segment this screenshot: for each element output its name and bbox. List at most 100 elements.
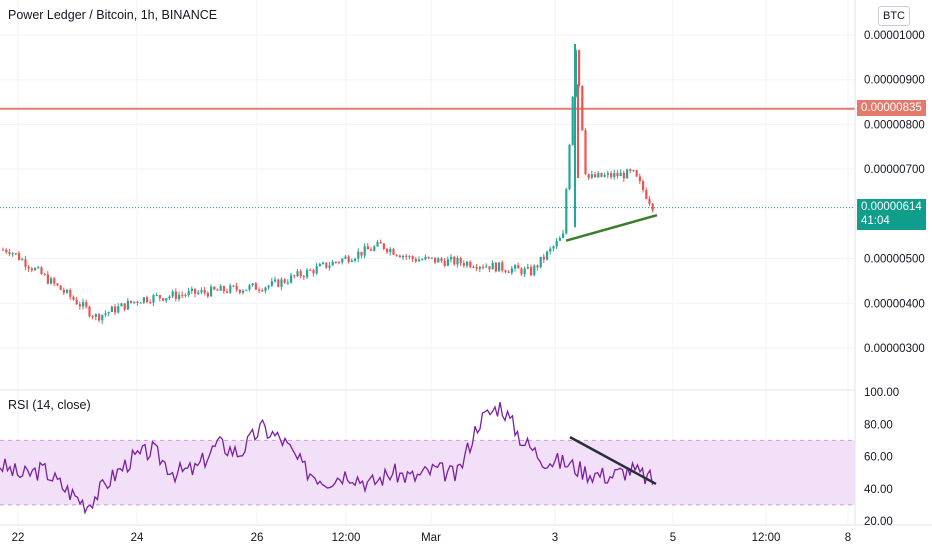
rsi-tick-label: 40.00 bbox=[864, 484, 893, 496]
candle-body bbox=[283, 279, 286, 283]
candle-body bbox=[258, 289, 261, 291]
candle-body bbox=[507, 271, 510, 273]
candle-body bbox=[299, 271, 302, 277]
candle-body bbox=[501, 262, 504, 271]
candle-body bbox=[475, 267, 478, 269]
price-axis[interactable]: 0.00001000 0.00000900 0.00000800 0.00000700… bbox=[864, 30, 925, 355]
candle-body bbox=[219, 286, 222, 291]
rsi-line bbox=[0, 402, 654, 515]
candle-body bbox=[453, 256, 456, 265]
candle-body bbox=[555, 240, 558, 247]
candle-body bbox=[302, 276, 305, 278]
candle-body bbox=[232, 285, 235, 287]
candle-body bbox=[379, 242, 382, 244]
candle-body bbox=[14, 253, 17, 255]
candle-body bbox=[498, 262, 501, 272]
candle-body bbox=[85, 302, 88, 307]
candle-body bbox=[5, 249, 8, 253]
candle-body bbox=[229, 285, 232, 293]
time-axis[interactable]: 22 24 26 12:00 Mar 3 5 12:00 8 bbox=[12, 532, 852, 544]
candle-body bbox=[158, 295, 161, 299]
candle-body bbox=[82, 302, 85, 307]
rsi-band bbox=[0, 440, 855, 505]
candle-body bbox=[510, 268, 513, 273]
time-tick-label: 12:00 bbox=[332, 532, 361, 544]
candle-body bbox=[178, 294, 181, 299]
candle-body bbox=[606, 173, 609, 175]
candle-body bbox=[139, 302, 142, 304]
candle-body bbox=[386, 248, 389, 253]
candle-body bbox=[267, 285, 270, 288]
rsi-tick-label: 100.00 bbox=[864, 387, 899, 399]
candle-body bbox=[88, 306, 91, 317]
candle-body bbox=[66, 289, 69, 293]
candle-body bbox=[530, 266, 533, 276]
candle-body bbox=[472, 267, 475, 269]
candle-body bbox=[408, 256, 411, 258]
candle-body bbox=[43, 274, 46, 276]
candle-body bbox=[638, 176, 641, 182]
candle-body bbox=[123, 303, 126, 310]
candle-body bbox=[482, 266, 485, 268]
rsi-trendline[interactable] bbox=[569, 436, 657, 486]
price-tick-label: 0.00000500 bbox=[864, 254, 925, 266]
candle-body bbox=[206, 292, 209, 297]
candle-body bbox=[590, 174, 593, 178]
candle-body bbox=[2, 249, 5, 251]
candle-body bbox=[130, 300, 133, 303]
candle-body bbox=[72, 296, 75, 300]
candle-body bbox=[389, 248, 392, 253]
rsi-tick-label: 80.00 bbox=[864, 419, 893, 431]
time-tick-label: 22 bbox=[12, 532, 25, 544]
candle-body bbox=[174, 291, 177, 299]
candle-body bbox=[414, 259, 417, 262]
candle-body bbox=[152, 295, 155, 303]
candle-body bbox=[616, 172, 619, 177]
candle-body bbox=[242, 290, 245, 293]
currency-button[interactable]: BTC bbox=[878, 6, 910, 26]
current-price-tag: 0.00000614 41:04 bbox=[857, 199, 926, 230]
price-trendline[interactable] bbox=[565, 213, 658, 242]
candle-body bbox=[437, 258, 440, 263]
candle-body bbox=[526, 266, 529, 269]
candle-body bbox=[149, 302, 152, 304]
candle-body bbox=[546, 251, 549, 260]
candle-body bbox=[610, 173, 613, 178]
candle-body bbox=[491, 262, 494, 270]
candle-body bbox=[440, 258, 443, 261]
candle-body bbox=[126, 300, 129, 310]
candle-body bbox=[56, 283, 59, 286]
candle-body bbox=[600, 172, 603, 177]
candle-body bbox=[430, 257, 433, 259]
candle-body bbox=[197, 292, 200, 294]
candle-body bbox=[286, 282, 289, 284]
candle-body bbox=[584, 130, 587, 175]
candle-body bbox=[117, 306, 120, 313]
price-tick-label: 0.00000900 bbox=[864, 75, 925, 87]
candle-body bbox=[466, 261, 469, 266]
time-tick-label: 3 bbox=[552, 532, 558, 544]
candle-body bbox=[11, 253, 14, 255]
candle-body bbox=[264, 287, 267, 291]
candle-body bbox=[363, 246, 366, 256]
candle-body bbox=[238, 289, 241, 293]
rsi-tick-label: 20.00 bbox=[864, 516, 893, 528]
candle-body bbox=[274, 279, 277, 282]
candle-body bbox=[504, 270, 507, 272]
candle-body bbox=[226, 291, 229, 293]
candle-body bbox=[645, 190, 648, 199]
candle-body bbox=[235, 286, 238, 290]
candle-body bbox=[168, 296, 171, 299]
candle-body bbox=[517, 265, 520, 269]
rsi-tick-label: 60.00 bbox=[864, 452, 893, 464]
candle-body bbox=[146, 297, 149, 303]
rsi-axis[interactable]: 100.00 80.00 60.00 40.00 20.00 bbox=[864, 387, 899, 528]
candle-body bbox=[434, 257, 437, 263]
candle-body bbox=[450, 256, 453, 260]
candle-body bbox=[261, 290, 264, 292]
candle-body bbox=[469, 261, 472, 268]
candle-body bbox=[315, 266, 318, 274]
candle-body bbox=[171, 291, 174, 297]
candle-body bbox=[331, 261, 334, 266]
